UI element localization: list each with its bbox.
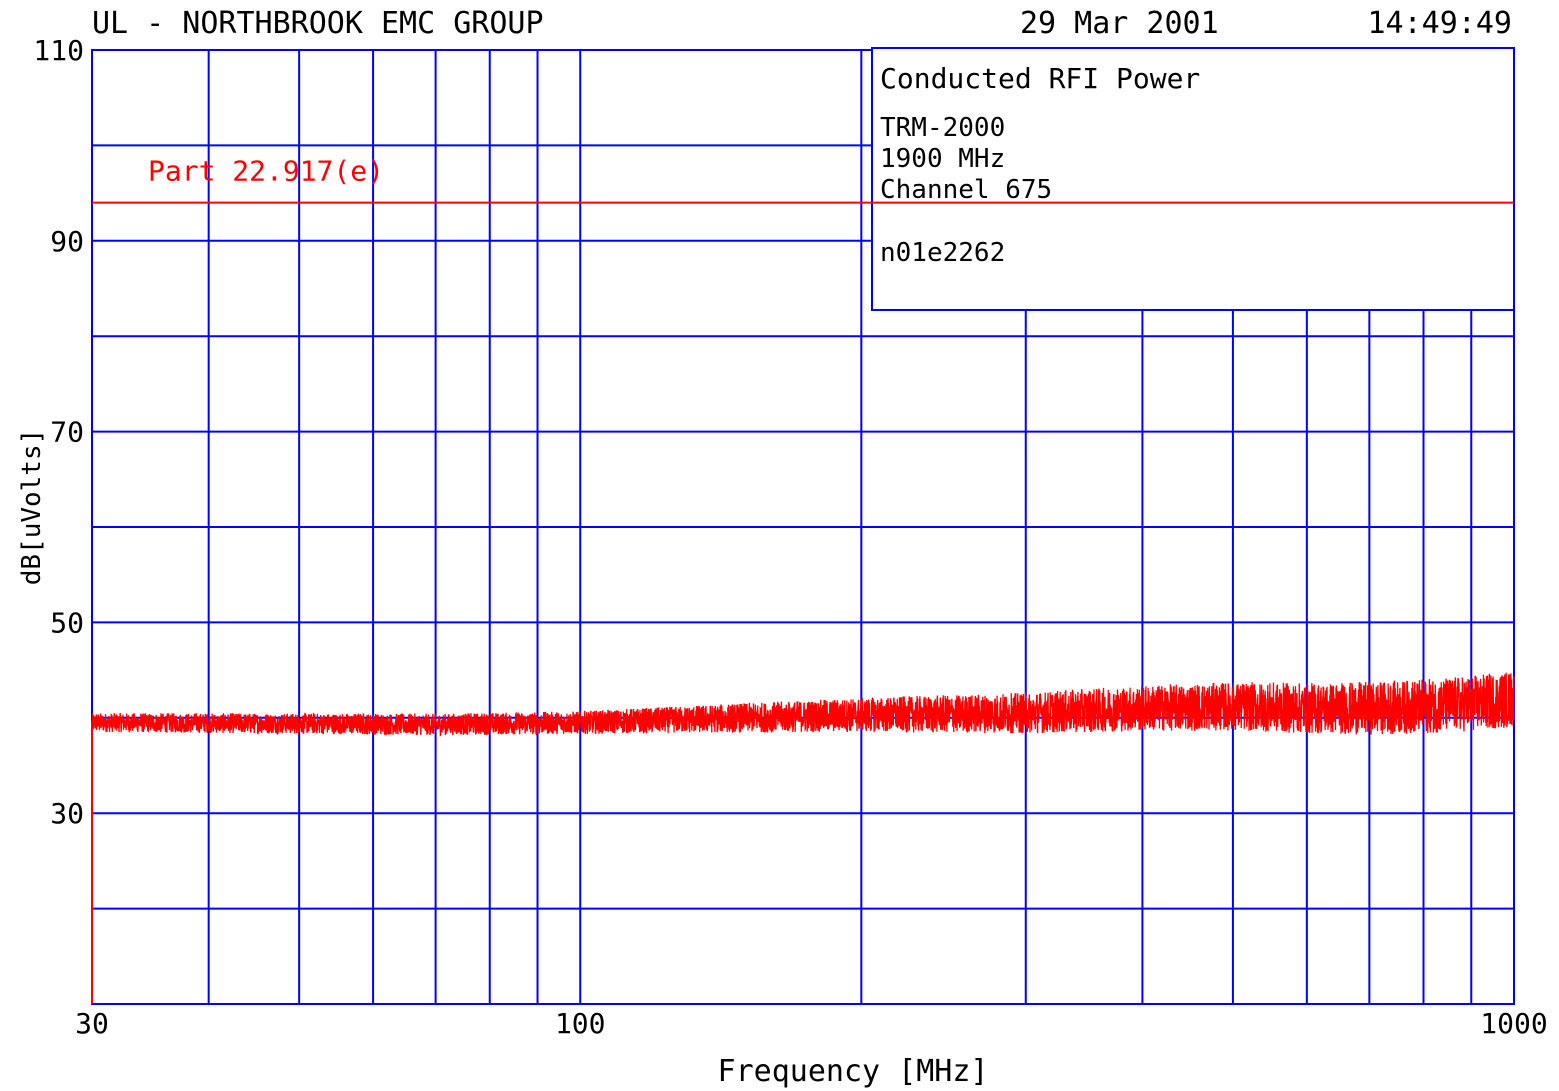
x-tick-label: 30 xyxy=(75,1007,109,1040)
info-box-frame xyxy=(871,47,1515,311)
y-tick-label: 30 xyxy=(50,797,84,830)
series-trace xyxy=(91,672,1515,737)
info-box: Conducted RFI Power TRM-2000 1900 MHz Ch… xyxy=(871,47,1515,311)
header-date: 29 Mar 2001 xyxy=(1020,6,1219,41)
x-tick-label: 1000 xyxy=(1480,1007,1547,1040)
header-org: UL - NORTHBROOK EMC GROUP xyxy=(92,6,544,41)
x-tick-label: 100 xyxy=(555,1007,606,1040)
y-tick-labels: 110 90 70 50 30 xyxy=(33,34,84,830)
y-tick-label: 50 xyxy=(50,606,84,639)
limit-line-label: Part 22.917(e) xyxy=(148,155,384,188)
info-model: TRM-2000 xyxy=(880,113,1005,143)
x-axis-label: Frequency [MHz] xyxy=(718,1054,989,1089)
y-axis-label: dB[uVolts] xyxy=(17,429,47,586)
info-channel: Channel 675 xyxy=(880,175,1052,205)
header-time: 14:49:49 xyxy=(1368,6,1513,41)
y-tick-label: 90 xyxy=(50,225,84,258)
x-tick-labels: 30 100 1000 xyxy=(75,1007,1548,1040)
y-tick-label: 110 xyxy=(33,34,84,67)
info-band: 1900 MHz xyxy=(880,144,1005,174)
y-tick-label: 70 xyxy=(50,416,84,449)
info-file-id: n01e2262 xyxy=(880,238,1005,268)
info-title: Conducted RFI Power xyxy=(880,62,1200,95)
